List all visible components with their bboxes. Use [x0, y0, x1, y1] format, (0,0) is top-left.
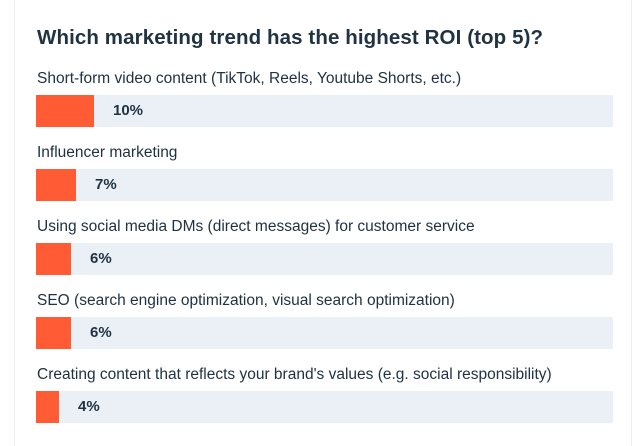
chart-title: Which marketing trend has the highest RO…	[37, 26, 544, 49]
bar-track: 6%	[36, 317, 613, 349]
bar-track: 4%	[36, 391, 613, 423]
data-label: 4%	[78, 398, 100, 415]
category-label: Using social media DMs (direct messages)…	[37, 218, 475, 235]
bar	[36, 317, 71, 349]
category-label: Creating content that reflects your bran…	[37, 366, 552, 383]
bar-track: 10%	[36, 95, 613, 127]
bar-track: 6%	[36, 243, 613, 275]
chart-frame	[14, 0, 632, 446]
bar	[36, 243, 71, 275]
data-label: 6%	[90, 324, 112, 341]
data-label: 6%	[90, 250, 112, 267]
data-label: 7%	[95, 176, 117, 193]
bar-track: 7%	[36, 169, 613, 201]
category-label: Short-form video content (TikTok, Reels,…	[37, 70, 462, 87]
category-label: SEO (search engine optimization, visual …	[37, 292, 455, 309]
category-label: Influencer marketing	[37, 144, 178, 161]
bar	[36, 391, 59, 423]
bar	[36, 169, 76, 201]
bar	[36, 95, 94, 127]
data-label: 10%	[113, 102, 144, 119]
